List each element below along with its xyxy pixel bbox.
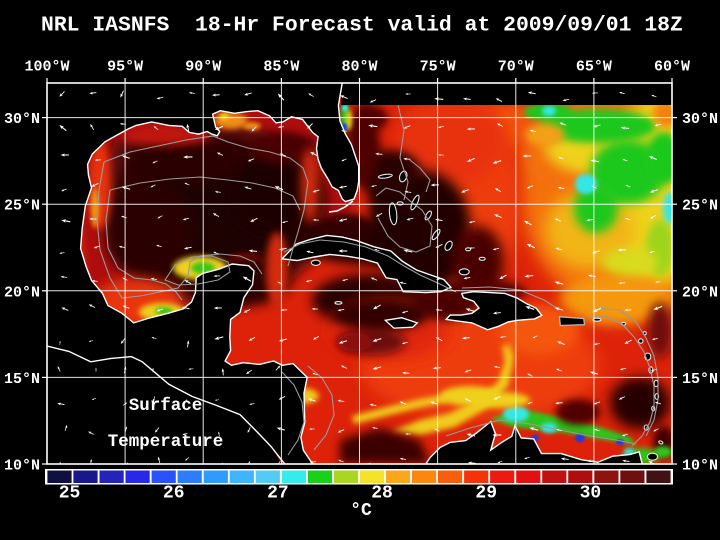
svg-text:Surface: Surface	[129, 396, 203, 416]
svg-text:25°N: 25°N	[4, 198, 40, 215]
svg-text:27: 27	[267, 484, 289, 504]
svg-text:29: 29	[475, 484, 497, 504]
svg-text:26: 26	[163, 484, 185, 504]
svg-text:°C: °C	[350, 501, 372, 521]
svg-text:75°W: 75°W	[420, 59, 456, 76]
svg-text:30: 30	[580, 484, 602, 504]
svg-text:10°N: 10°N	[682, 458, 718, 475]
svg-text:28: 28	[371, 484, 393, 504]
svg-text:20°N: 20°N	[682, 284, 718, 301]
svg-text:10°N: 10°N	[4, 458, 40, 475]
svg-text:15°N: 15°N	[682, 371, 718, 388]
svg-text:70°W: 70°W	[498, 59, 534, 76]
svg-text:85°W: 85°W	[263, 59, 299, 76]
svg-text:95°W: 95°W	[107, 59, 143, 76]
svg-text:30°N: 30°N	[682, 111, 718, 128]
svg-text:65°W: 65°W	[576, 59, 612, 76]
svg-text:15°N: 15°N	[4, 371, 40, 388]
svg-text:100°W: 100°W	[24, 59, 69, 76]
svg-text:25°N: 25°N	[682, 198, 718, 215]
svg-text:80°W: 80°W	[341, 59, 377, 76]
svg-text:25: 25	[59, 484, 81, 504]
svg-text:Temperature: Temperature	[108, 432, 224, 452]
svg-text:60°W: 60°W	[654, 59, 690, 76]
svg-text:30°N: 30°N	[4, 111, 40, 128]
svg-text:20°N: 20°N	[4, 284, 40, 301]
svg-text:NRL IASNFS 18-Hr Forecast val: NRL IASNFS 18-Hr Forecast valid at 2009/…	[41, 14, 683, 38]
svg-text:90°W: 90°W	[185, 59, 221, 76]
